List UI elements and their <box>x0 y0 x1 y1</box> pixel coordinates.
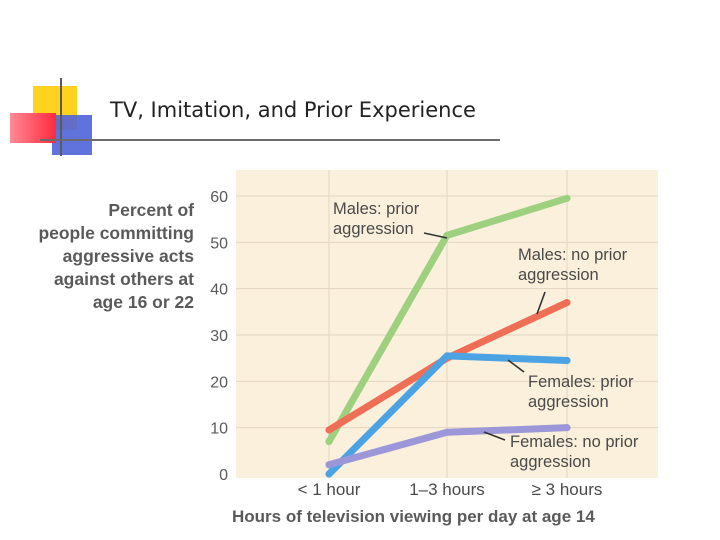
series-annotation-label: aggression <box>518 266 599 284</box>
y-tick-label: 60 <box>210 189 228 206</box>
y-tick-label: 0 <box>219 467 228 484</box>
series-annotation-label: Females: no prior <box>510 433 639 451</box>
title-divider <box>40 139 500 141</box>
x-tick-label: 1–3 hours <box>409 480 485 499</box>
series-annotation-label: aggression <box>333 220 414 238</box>
decor-red-square <box>10 113 56 143</box>
y-axis-label: Percent of people committing aggressive … <box>8 199 194 314</box>
y-axis-label-line: aggressive acts <box>62 246 194 266</box>
y-axis-label-line: people committing <box>38 223 194 243</box>
series-annotation-label: Males: no prior <box>518 246 628 264</box>
annotation-leader-line <box>483 431 506 441</box>
decor-blue-square <box>52 115 92 155</box>
x-tick-label: ≥ 3 hours <box>532 480 603 499</box>
series-annotation-label: Females: prior <box>528 373 634 391</box>
decor-vertical-line <box>60 78 62 156</box>
y-tick-label: 10 <box>210 421 228 438</box>
y-tick-label: 30 <box>210 328 228 345</box>
x-axis-title: Hours of television viewing per day at a… <box>232 507 595 526</box>
annotation-leader-line <box>507 359 525 373</box>
x-tick-label: < 1 hour <box>298 480 361 499</box>
data-point <box>325 461 333 469</box>
data-point <box>443 352 451 360</box>
data-point <box>563 299 571 307</box>
y-tick-label: 40 <box>210 282 228 299</box>
data-point <box>443 428 451 436</box>
data-point <box>563 356 571 364</box>
data-point <box>325 438 333 446</box>
annotation-leader-line <box>536 291 546 315</box>
data-point <box>563 194 571 202</box>
y-axis-label-line: age 16 or 22 <box>92 292 194 312</box>
data-point <box>325 470 333 478</box>
series-annotation-label: aggression <box>528 393 609 411</box>
data-point <box>563 424 571 432</box>
y-tick-label: 20 <box>210 374 228 391</box>
series-annotation-label: Males: prior <box>333 200 420 218</box>
y-axis-label-line: Percent of <box>108 200 194 220</box>
series-annotation-label: aggression <box>510 453 591 471</box>
annotation-leader-line <box>423 232 448 239</box>
y-tick-label: 50 <box>210 235 228 252</box>
data-point <box>325 426 333 434</box>
slide-title: TV, Imitation, and Prior Experience <box>110 98 476 122</box>
y-axis-label-line: against others at <box>53 269 194 289</box>
